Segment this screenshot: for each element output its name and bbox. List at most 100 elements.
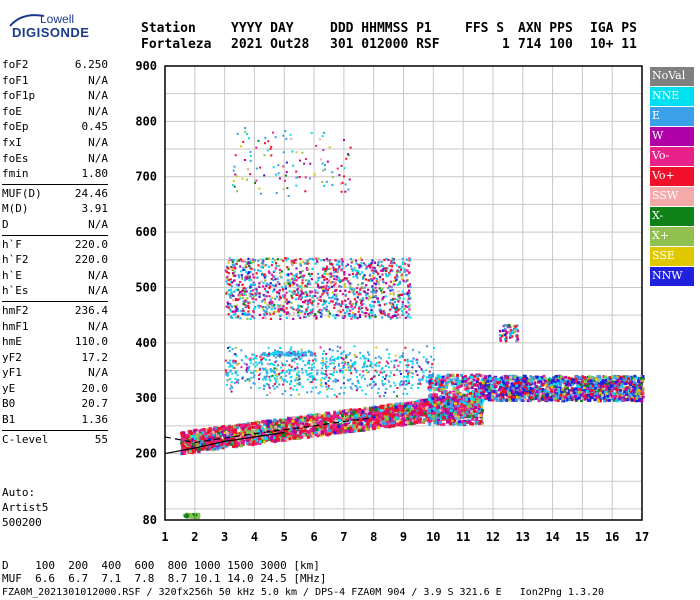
echo-point (390, 406, 394, 410)
echo-point (306, 302, 310, 305)
echo-point (205, 440, 209, 444)
echo-point (392, 259, 395, 262)
echo-point (342, 267, 345, 270)
echo-point (307, 415, 311, 419)
echo-point (453, 402, 457, 406)
echo-point (451, 397, 455, 401)
echo-point (382, 310, 385, 313)
echo-point (374, 286, 377, 289)
echo-point (290, 272, 293, 275)
echo-point (451, 413, 455, 417)
header-station-label: Station (141, 21, 196, 36)
echo-point (248, 442, 252, 446)
echo-point (263, 367, 266, 370)
echo-point (254, 294, 258, 297)
echo-point (239, 317, 242, 320)
echo-point (421, 419, 425, 423)
echo-point (371, 406, 375, 410)
echo-point (241, 296, 245, 300)
echo-point (381, 417, 385, 421)
echo-point (412, 357, 415, 360)
echo-point (267, 384, 270, 387)
echo-point (407, 372, 410, 375)
echo-point (325, 352, 328, 355)
echo-point (451, 374, 455, 378)
echo-point (372, 375, 375, 378)
echo-point (457, 422, 461, 426)
echo-point (470, 386, 474, 390)
echo-point (230, 381, 233, 384)
echo-point (451, 416, 455, 420)
echo-point (476, 399, 480, 403)
echo-point (276, 304, 279, 307)
echo-point (327, 384, 330, 387)
echo-point (378, 395, 381, 398)
echo-point (292, 291, 295, 295)
echo-point (431, 415, 435, 419)
echo-point (307, 423, 311, 427)
echo-point (464, 375, 468, 379)
digisonde-logo-swoosh-icon (9, 14, 45, 27)
echo-point (299, 275, 302, 279)
echo-point (309, 298, 312, 301)
echo-point (283, 378, 286, 381)
echo-point (278, 355, 281, 358)
echo-point (334, 282, 337, 285)
echo-point (357, 410, 361, 414)
echo-point (325, 267, 328, 270)
echo-point (247, 358, 250, 361)
echo-point (371, 311, 374, 314)
echo-point (317, 279, 320, 282)
echo-point (248, 359, 251, 362)
echo-point (339, 267, 342, 270)
echo-point (304, 299, 307, 302)
param-value: 3.91 (81, 202, 109, 216)
echo-point (346, 415, 350, 419)
echo-point (409, 418, 413, 422)
y-tick-label: 400 (135, 336, 157, 350)
echo-point (395, 310, 398, 313)
echo-point (371, 291, 375, 294)
echo-point (473, 401, 477, 405)
echo-point (232, 425, 236, 429)
echo-point (271, 257, 275, 260)
echo-point (335, 293, 338, 296)
echo-point (304, 284, 307, 288)
echo-point (269, 363, 272, 366)
echo-point (240, 424, 244, 428)
echo-point (274, 425, 278, 429)
echo-point (254, 365, 257, 368)
echo-point (381, 421, 385, 425)
echo-point (428, 370, 431, 373)
echo-point (332, 293, 335, 297)
echo-point (348, 364, 351, 367)
echo-point (358, 313, 362, 317)
echo-point (285, 435, 289, 439)
echo-point (327, 365, 330, 368)
echo-point (431, 416, 435, 420)
echo-point (273, 270, 276, 273)
echo-point (285, 291, 288, 294)
echo-point (399, 265, 402, 268)
echo-point (397, 404, 401, 408)
echo-point (427, 398, 431, 402)
echo-point (345, 368, 348, 371)
echo-point (339, 303, 342, 307)
echo-point (209, 429, 213, 433)
echo-point (240, 290, 243, 293)
echo-point (303, 416, 307, 420)
echo-point (408, 412, 412, 416)
echo-point (291, 419, 295, 423)
echo-point (478, 386, 482, 390)
echo-point (368, 317, 371, 320)
echo-point (338, 409, 342, 413)
echo-point (262, 378, 265, 381)
echo-point (227, 283, 230, 286)
echo-point (191, 434, 195, 438)
echo-point (357, 263, 360, 266)
echo-point (273, 428, 277, 432)
echo-point (212, 433, 216, 437)
echo-point (313, 257, 316, 260)
echo-point (403, 404, 407, 408)
echo-point (372, 289, 375, 292)
